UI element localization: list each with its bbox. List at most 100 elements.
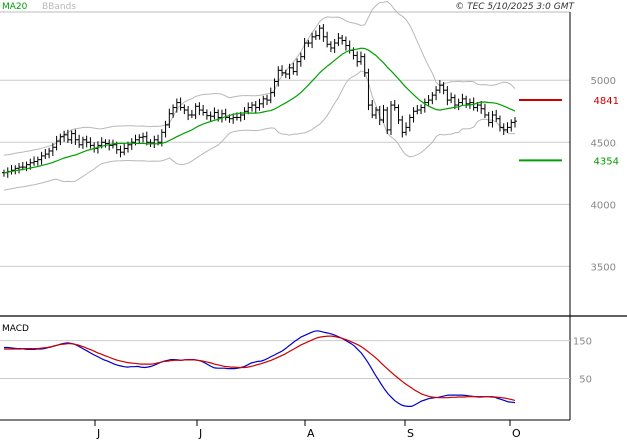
price-bar <box>404 122 409 136</box>
price-bar <box>295 58 300 76</box>
price-bar <box>186 105 191 121</box>
price-bar <box>231 113 236 124</box>
price-bar <box>336 32 341 47</box>
price-bar <box>321 24 326 42</box>
price-bar <box>456 98 461 111</box>
price-bar <box>486 111 491 127</box>
price-bar <box>50 143 55 157</box>
macd-panel: MACD 50 150 <box>0 324 592 407</box>
price-bar <box>434 86 439 101</box>
price-bar <box>69 130 74 144</box>
price-bar <box>449 92 454 104</box>
price-bar <box>298 52 303 67</box>
price-bar <box>2 169 6 177</box>
price-bar <box>182 104 187 115</box>
price-bar <box>370 99 375 119</box>
price-bar <box>441 82 446 95</box>
price-bar <box>17 163 22 174</box>
price-bar <box>377 105 382 126</box>
price-bar <box>460 93 465 106</box>
price-bar <box>201 104 206 116</box>
x-tick-label: S <box>407 427 414 440</box>
bbands-legend-label: BBands <box>42 2 76 12</box>
price-tick-label: 5000 <box>591 76 616 87</box>
level-label: 4841 <box>594 96 619 107</box>
x-tick-label: J <box>198 427 202 440</box>
price-bar <box>287 63 292 80</box>
price-bar <box>58 133 63 146</box>
x-tick-label: J <box>96 427 100 440</box>
price-bar <box>306 39 311 48</box>
price-tick-label: 4500 <box>591 138 616 149</box>
price-bar <box>62 130 67 142</box>
macd-tick-label: 50 <box>579 374 592 385</box>
price-bar <box>513 117 517 128</box>
price-bar <box>92 142 97 153</box>
macd-series-line <box>4 330 516 407</box>
price-bar <box>280 65 285 76</box>
price-bar <box>283 69 288 79</box>
price-bar <box>313 30 318 40</box>
price-bar <box>467 98 472 109</box>
price-bar <box>24 161 29 172</box>
price-bar <box>328 41 333 53</box>
price-bar <box>509 119 514 132</box>
price-bar <box>144 131 149 146</box>
price-bar <box>148 139 153 148</box>
price-bar <box>505 122 510 133</box>
price-bar <box>84 135 89 148</box>
price-bar <box>358 51 363 65</box>
price-bar <box>325 31 330 48</box>
price-bar <box>385 106 390 134</box>
price-bar <box>204 109 209 120</box>
price-bar <box>343 36 348 51</box>
macd-series-line <box>4 335 516 401</box>
price-bar <box>13 165 18 175</box>
price-bar <box>257 98 262 111</box>
level-label: 4354 <box>594 156 619 167</box>
price-bar <box>54 135 59 151</box>
price-bar <box>208 111 213 122</box>
price-bar <box>73 129 78 145</box>
price-bar <box>47 147 52 159</box>
price-bar <box>88 137 93 149</box>
price-bar <box>80 136 85 149</box>
price-bar <box>419 104 424 115</box>
price-bar <box>272 78 277 97</box>
price-bar <box>193 103 198 120</box>
price-bar <box>494 109 499 122</box>
price-bar <box>171 104 176 118</box>
price-bar <box>268 87 273 104</box>
price-bar <box>501 123 506 135</box>
price-bar <box>302 37 307 60</box>
price-bar <box>317 25 322 40</box>
macd-title: MACD <box>2 324 29 334</box>
price-bar <box>163 120 168 138</box>
price-bar <box>118 145 123 158</box>
copyright-text: © TEC 5/10/2025 3:0 GMT <box>455 2 575 12</box>
price-panel: 3500 4000 4500 5000 4841 4354 <box>0 0 619 273</box>
price-bar <box>291 62 296 75</box>
price-bar <box>355 51 360 67</box>
price-bar <box>373 106 378 120</box>
price-bar <box>219 109 224 123</box>
bband-lower-line <box>3 70 516 191</box>
price-bar <box>242 107 247 121</box>
price-bar <box>464 95 469 108</box>
price-bar <box>482 103 487 119</box>
price-bar <box>426 95 431 106</box>
price-tick-label: 3500 <box>591 262 616 273</box>
price-bar <box>152 135 157 148</box>
price-bar <box>249 101 254 112</box>
price-bar <box>430 92 435 105</box>
price-bar <box>129 138 134 150</box>
price-bar <box>497 115 502 132</box>
bband-upper-line <box>3 0 516 156</box>
price-bar <box>362 53 367 77</box>
price-bar <box>137 134 142 144</box>
x-tick-label: A <box>307 427 315 440</box>
price-bar <box>212 107 217 120</box>
ma20-legend-label: MA20 <box>2 2 28 12</box>
price-bar <box>141 132 146 143</box>
price-bar <box>396 104 401 125</box>
